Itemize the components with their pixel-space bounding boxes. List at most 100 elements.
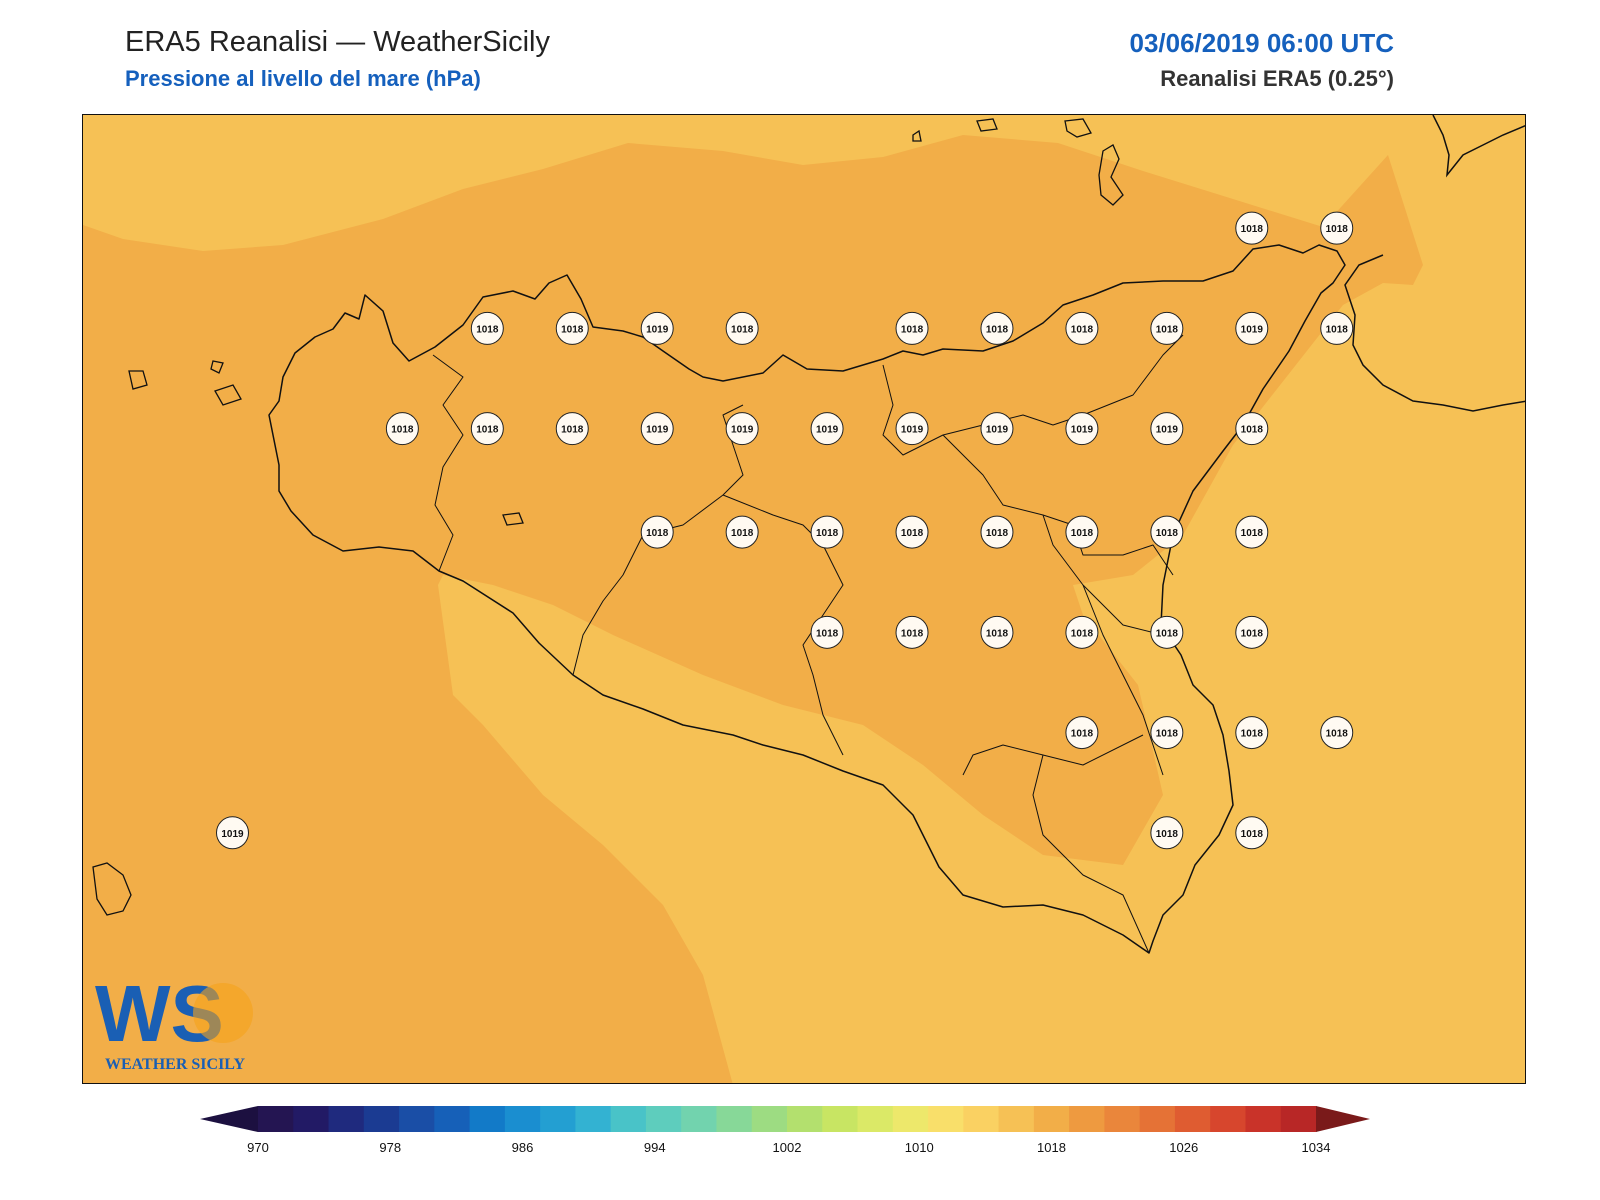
station-value: 1018 — [731, 324, 754, 335]
station-value: 1018 — [1071, 528, 1094, 539]
colorbar-swatch — [575, 1106, 612, 1132]
station-marker: 1018 — [1150, 816, 1184, 850]
station-marker: 1018 — [1150, 515, 1184, 549]
colorbar-swatch — [1139, 1106, 1176, 1132]
station-marker: 1018 — [470, 311, 504, 345]
colorbar-tick-label: 986 — [512, 1140, 534, 1155]
colorbar-tick-label: 994 — [644, 1140, 666, 1155]
colorbar-tick-label: 1034 — [1302, 1140, 1331, 1155]
station-marker: 1018 — [1320, 311, 1354, 345]
station-value: 1018 — [731, 528, 754, 539]
station-value: 1018 — [986, 528, 1009, 539]
colorbar-swatch — [293, 1106, 330, 1132]
colorbar-tick-label: 970 — [247, 1140, 269, 1155]
station-circle — [725, 515, 759, 549]
station-value: 1018 — [1241, 224, 1264, 235]
station-circle — [725, 311, 759, 345]
station-circle — [1065, 412, 1099, 446]
station-marker: 1018 — [470, 412, 504, 446]
station-value: 1018 — [476, 425, 499, 436]
station-value: 1018 — [901, 628, 924, 639]
colorbar-swatch — [1245, 1106, 1282, 1132]
station-marker: 1018 — [1235, 716, 1269, 750]
colorbar-swatch — [892, 1106, 929, 1132]
station-marker: 1019 — [1235, 311, 1269, 345]
colorbar-swatch — [363, 1106, 400, 1132]
colorbar-swatch — [857, 1106, 894, 1132]
station-marker: 1019 — [1065, 412, 1099, 446]
station-marker: 1019 — [980, 412, 1014, 446]
station-value: 1018 — [986, 324, 1009, 335]
station-value: 1018 — [476, 324, 499, 335]
station-value: 1018 — [646, 528, 669, 539]
station-circle — [1065, 515, 1099, 549]
station-value: 1019 — [1071, 425, 1094, 436]
station-circle — [1150, 615, 1184, 649]
station-circle — [1150, 716, 1184, 750]
station-value: 1018 — [901, 324, 924, 335]
station-markers: 1018 1018 1018 1018 1019 1018 1018 1018 1018 1018… — [215, 211, 1354, 850]
colorbar-tick-label: 978 — [379, 1140, 401, 1155]
station-circle — [555, 412, 589, 446]
station-circle — [1150, 515, 1184, 549]
station-marker: 1018 — [1320, 716, 1354, 750]
map-canvas: 1018 1018 1018 1018 1019 1018 1018 1018 1018 1018… — [83, 115, 1525, 1083]
colorbar-swatch — [610, 1106, 647, 1132]
station-value: 1018 — [1156, 528, 1179, 539]
colorbar-swatch — [1069, 1106, 1105, 1132]
station-marker: 1018 — [385, 412, 419, 446]
map-panel: 1018 1018 1018 1018 1019 1018 1018 1018 1018 1018… — [82, 114, 1526, 1084]
colorbar-swatch — [998, 1106, 1035, 1132]
station-marker: 1019 — [1150, 412, 1184, 446]
station-circle — [1235, 716, 1269, 750]
station-circle — [1150, 816, 1184, 850]
station-value: 1019 — [986, 425, 1009, 436]
station-value: 1018 — [1071, 324, 1094, 335]
station-marker: 1019 — [640, 311, 674, 345]
station-marker: 1018 — [810, 515, 844, 549]
station-marker: 1018 — [810, 615, 844, 649]
station-circle — [1235, 615, 1269, 649]
colorbar-swatch — [1033, 1106, 1070, 1132]
station-value: 1018 — [1156, 729, 1179, 740]
station-marker: 1018 — [725, 515, 759, 549]
station-marker: 1018 — [895, 311, 929, 345]
colorbar-swatch — [751, 1106, 788, 1132]
station-circle — [980, 515, 1014, 549]
station-marker: 1018 — [555, 412, 589, 446]
colorbar-swatch — [540, 1106, 576, 1132]
colorbar-tick-label: 1026 — [1169, 1140, 1198, 1155]
station-marker: 1018 — [1235, 816, 1269, 850]
calabria-coastline — [1344, 115, 1525, 412]
station-marker: 1018 — [1065, 311, 1099, 345]
station-marker: 1018 — [1065, 515, 1099, 549]
station-circle — [640, 515, 674, 549]
station-marker: 1018 — [895, 615, 929, 649]
station-circle — [1320, 716, 1354, 750]
station-marker: 1018 — [1320, 211, 1354, 245]
station-circle — [470, 311, 504, 345]
map-title: ERA5 Reanalisi — WeatherSicily — [125, 26, 550, 58]
station-circle — [1150, 412, 1184, 446]
colorbar-swatch — [963, 1106, 1000, 1132]
station-value: 1018 — [1241, 729, 1264, 740]
station-value: 1018 — [561, 324, 584, 335]
valid-datetime: 03/06/2019 06:00 UTC — [1129, 28, 1394, 58]
station-value: 1018 — [901, 528, 924, 539]
station-value: 1018 — [1241, 829, 1264, 840]
station-marker: 1018 — [640, 515, 674, 549]
station-marker: 1018 — [1235, 615, 1269, 649]
station-value: 1018 — [391, 425, 414, 436]
station-marker: 1018 — [725, 311, 759, 345]
station-value: 1018 — [1241, 628, 1264, 639]
station-marker: 1018 — [555, 311, 589, 345]
station-circle — [1235, 211, 1269, 245]
station-value: 1019 — [1241, 324, 1264, 335]
station-marker: 1018 — [1150, 311, 1184, 345]
colorbar-tick-label: 1018 — [1037, 1140, 1066, 1155]
station-marker: 1019 — [215, 816, 249, 850]
pressure-colorbar: 970 978 986 994 1002 1010 1018 1026 1034 — [200, 1106, 1370, 1155]
colorbar-swatch — [1280, 1106, 1317, 1132]
station-value: 1018 — [986, 628, 1009, 639]
station-value: 1018 — [1326, 324, 1349, 335]
